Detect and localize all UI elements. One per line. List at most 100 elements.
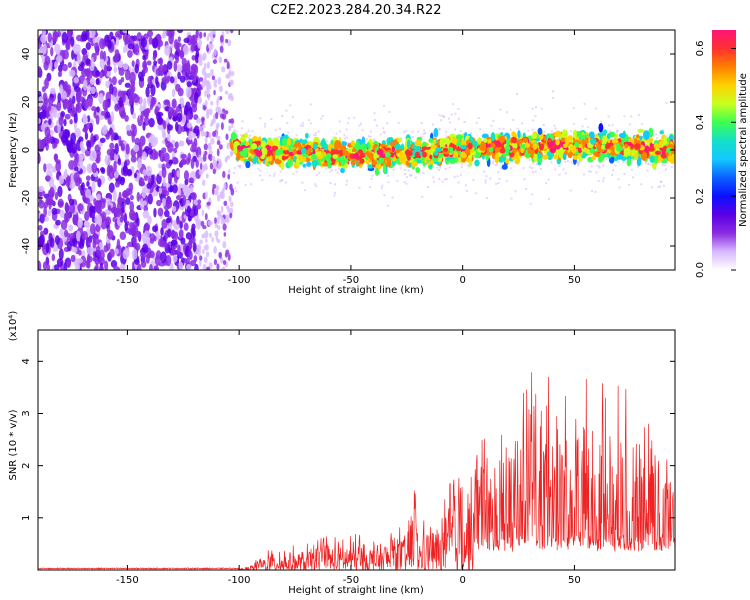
spectrogram-x-tick-label: -100 [228,275,251,286]
spectrogram-blob [157,238,164,247]
spectrogram-peak-blob [349,154,355,159]
spectrogram-blob [99,266,104,270]
spectrogram-blob [218,56,223,64]
spectrogram-halo [235,190,238,193]
spectrogram-halo [233,129,236,132]
spectrogram-blob [77,203,84,212]
spectrogram-halo [353,116,356,119]
spectrogram-halo [516,127,519,130]
spectrogram-blob [221,266,226,270]
spectrogram-blob [188,250,193,261]
spectrogram-halo [345,136,348,139]
spectrogram-blob [212,131,216,138]
spectrogram-blob [79,140,84,150]
spectrogram-blob [74,262,81,270]
spectrogram-blob [163,152,170,163]
spectrogram-blob [212,168,217,175]
spectrogram-blob [58,175,65,185]
spectrogram-halo [497,171,500,174]
spectrogram-y-tick-label: -20 [21,190,32,206]
spectrogram-band-blob [558,146,564,155]
spectrogram-blob [153,235,157,242]
spectrogram-band-blob [606,133,611,140]
spectrogram-peak-blob [384,151,391,158]
spectrogram-halo [386,174,389,177]
spectrogram-blob [114,142,119,155]
spectrogram-blob [134,63,140,74]
spectrogram-halo [440,119,443,122]
spectrogram-blob [191,132,197,139]
spectrogram-blob [99,249,105,261]
spectrogram-halo [427,186,430,189]
spectrogram-halo [655,137,658,140]
spectrogram-blob [93,198,97,206]
spectrogram-halo [241,120,244,123]
spectrogram-blob [205,238,208,243]
spectrogram-blob [117,158,122,166]
spectrogram-halo [470,132,473,135]
spectrogram-blob [53,107,58,119]
spectrogram-peak-blob [473,140,478,148]
spectrogram-blob [85,67,91,78]
spectrogram-blob [185,86,192,98]
spectrogram-blob [72,95,76,105]
spectrogram-halo [663,184,666,187]
spectrogram-halo [542,124,545,127]
spectrogram-blob [155,75,159,85]
snr-x-label: Height of straight line (km) [288,585,424,596]
spectrogram-halo [600,120,603,123]
spectrogram-band-blob [454,156,459,163]
spectrogram-halo [498,177,501,180]
spectrogram-halo [637,166,640,169]
spectrogram-blob [42,261,47,270]
spectrogram-band-blob [564,136,569,146]
spectrogram-blob [210,122,213,128]
spectrogram-blob [122,62,129,70]
spectrogram-blob [98,92,104,105]
spectrogram-blob [199,259,202,267]
spectrogram-halo [423,129,426,132]
spectrogram-blob [198,39,203,46]
spectrogram-band-blob [371,160,378,166]
spectrogram-halo [550,132,553,135]
spectrogram-blob [44,77,49,89]
spectrogram-halo [497,182,500,185]
spectrogram-halo [281,179,284,182]
spectrogram-halo [298,164,301,167]
spectrogram-blob [192,75,197,83]
spectrogram-halo [371,174,374,177]
spectrogram-blob [220,122,224,131]
spectrogram-blob [113,66,118,73]
spectrogram-band-blob [268,140,274,146]
spectrogram-band-blob [572,155,579,160]
spectrogram-peak-blob [512,147,517,154]
spectrogram-halo [295,170,298,173]
spectrogram-peak-blob [292,148,297,155]
spectrogram-blob [43,163,47,173]
spectrogram-blob [59,228,64,237]
spectrogram-blob [90,105,97,112]
spectrogram-blob [223,58,228,63]
spectrogram-halo [358,124,361,127]
spectrogram-halo [670,166,673,169]
spectrogram-blob [124,82,131,88]
spectrogram-peak-blob [332,154,339,159]
spectrogram-blob [153,207,157,218]
spectrogram-band-blob [598,122,604,133]
spectrogram-halo [598,165,601,168]
spectrogram-halo [233,166,236,169]
spectrogram-blob [63,211,71,223]
spectrogram-y-tick-label: 40 [21,48,32,61]
spectrogram-halo [396,180,399,183]
spectrogram-halo [562,168,565,171]
spectrogram-blob [163,30,167,37]
spectrogram-peak-blob [300,147,307,154]
spectrogram-halo [547,178,550,181]
spectrogram-blob [44,55,51,66]
spectrogram-blob [176,170,181,178]
spectrogram-blob [90,86,96,95]
spectrogram-band-blob [264,159,268,166]
spectrogram-halo [551,90,554,93]
spectrogram-halo [631,158,634,161]
spectrogram-halo [465,189,468,192]
